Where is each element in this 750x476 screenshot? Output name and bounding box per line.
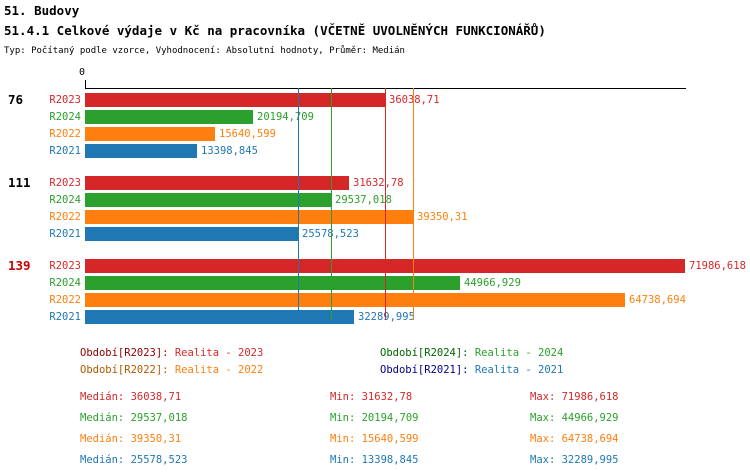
legend-period-key: Období[R2023]: [80,347,175,359]
series-label-r2024: R2024 [49,111,81,123]
report-meta: Typ: Počítaný podle vzorce, Vyhodnocení:… [4,46,405,56]
x-axis-tick [85,80,86,88]
bar-r2024-group3 [85,276,460,290]
legend-period-key: Období[R2022]: [80,364,175,376]
bar-value-label: 29537,018 [335,194,392,206]
bar-value-label: 64738,694 [629,294,686,306]
group-label: 76 [8,92,24,107]
series-label-r2024: R2024 [49,277,81,289]
bar-value-label: 36038,71 [389,94,440,106]
stat-max: Max: 64738,694 [530,433,619,445]
bar-r2023-group1 [85,93,385,107]
bar-value-label: 39350,31 [417,211,468,223]
stat-median: Medián: 29537,018 [80,412,188,424]
series-label-r2024: R2024 [49,194,81,206]
stat-median: Medián: 25578,523 [80,454,188,466]
bar-r2022-group2 [85,210,413,224]
group-label: 139 [8,258,31,273]
legend-entry-1: Období[R2023]: Realita - 2023 [80,347,263,359]
series-label-r2023: R2023 [49,260,81,272]
bar-value-label: 44966,929 [464,277,521,289]
bar-r2022-group1 [85,127,215,141]
series-label-r2022: R2022 [49,128,81,140]
bar-value-label: 15640,599 [219,128,276,140]
bar-value-label: 31632,78 [353,177,404,189]
bar-r2023-group2 [85,176,349,190]
series-label-r2023: R2023 [49,94,81,106]
series-label-r2021: R2021 [49,228,81,240]
stat-median: Medián: 36038,71 [80,391,182,403]
legend-period-label: Realita - 2021 [474,364,564,376]
stat-min: Min: 13398,845 [330,454,419,466]
bar-value-label: 25578,523 [302,227,359,241]
legend-period-label: Realita - 2024 [474,347,564,359]
bar-chart: 0 76 R2023 36038,71 R2024 20194,709 R2022 1564… [8,67,746,324]
legend-entry-2: Období[R2024]: Realita - 2024 [380,347,563,359]
bar-value-label: 20194,709 [257,111,314,123]
legend-period-label: Realita - 2023 [174,347,264,359]
bar-value-label: 71986,618 [689,260,746,272]
series-label-r2022: R2022 [49,211,81,223]
bar-r2021-group3 [85,310,354,324]
legend-entry-3: Období[R2022]: Realita - 2022 [80,364,263,376]
median-line-r2022 [413,88,414,320]
group-label: 111 [8,175,31,190]
series-label-r2021: R2021 [49,145,81,157]
bar-r2024-group2 [85,193,331,207]
median-line-r2024 [331,88,332,320]
stat-min: Min: 31632,78 [330,391,413,403]
stat-max: Max: 71986,618 [530,391,619,403]
series-label-r2023: R2023 [49,177,81,189]
series-label-r2022: R2022 [49,294,81,306]
bar-r2021-group1 [85,144,197,158]
indicator-title: 51.4.1 Celkové výdaje v Kč na pracovníka… [4,23,546,38]
legend-period-key: Období[R2021]: [380,364,475,376]
bar-r2022-group3 [85,293,625,307]
stat-max: Max: 44966,929 [530,412,619,424]
bar-value-label: 32289,995 [358,311,415,323]
median-line-r2023 [385,88,386,320]
stat-min: Min: 15640,599 [330,433,419,445]
report-section-title: 51. Budovy [4,3,80,18]
legend-period-label: Realita - 2022 [174,364,264,376]
legend-period-key: Období[R2024]: [380,347,475,359]
bar-r2024-group1 [85,110,253,124]
median-line-r2021 [298,88,299,320]
series-label-r2021: R2021 [49,311,81,323]
bar-r2021-group2 [85,227,298,241]
legend-entry-4: Období[R2021]: Realita - 2021 [380,364,563,376]
x-axis-zero-label: 0 [79,67,86,78]
stat-median: Medián: 39350,31 [80,433,182,445]
stat-min: Min: 20194,709 [330,412,419,424]
bar-value-label: 13398,845 [201,145,258,157]
stat-max: Max: 32289,995 [530,454,619,466]
